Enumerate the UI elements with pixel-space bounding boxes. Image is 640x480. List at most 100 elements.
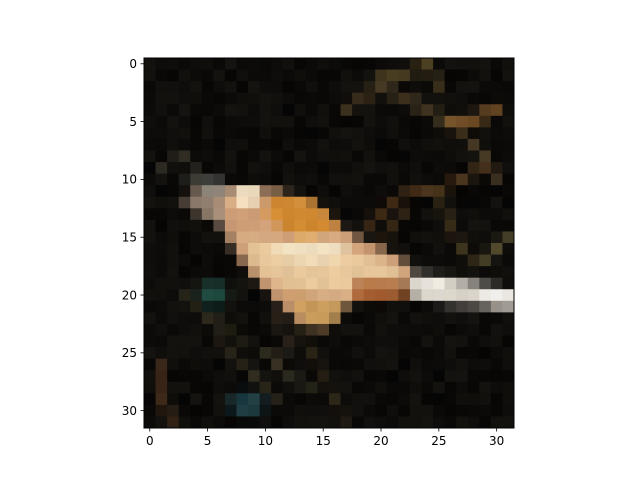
image-pixel (329, 104, 341, 117)
image-pixel (201, 323, 214, 336)
image-pixel (317, 416, 330, 428)
image-pixel (167, 150, 180, 163)
image-pixel (248, 335, 260, 348)
image-pixel (490, 347, 503, 359)
image-pixel (456, 358, 469, 371)
image-pixel (201, 173, 214, 186)
image-pixel (421, 92, 434, 105)
image-pixel (421, 115, 434, 128)
image-pixel (456, 150, 469, 163)
image-pixel (375, 381, 388, 394)
image-pixel (282, 243, 295, 255)
image-pixel (178, 381, 191, 394)
image-pixel (386, 81, 399, 94)
image-pixel (386, 173, 399, 186)
image-pixel (409, 416, 422, 428)
y-tick-label: 20 (122, 288, 137, 302)
image-pixel (421, 323, 434, 336)
image-pixel (444, 243, 457, 255)
image-pixel (248, 173, 260, 186)
image-pixel (329, 266, 341, 279)
image-pixel (456, 416, 469, 428)
image-pixel (294, 289, 307, 302)
image-pixel (444, 266, 457, 279)
image-pixel (433, 185, 445, 198)
image-pixel (363, 358, 376, 371)
image-pixel (144, 127, 156, 140)
image-pixel (409, 81, 422, 94)
image-pixel (294, 138, 307, 151)
image-pixel (317, 150, 330, 163)
image-pixel (386, 335, 399, 348)
image-pixel (456, 58, 469, 70)
image-pixel (178, 127, 191, 140)
image-pixel (305, 185, 318, 198)
image-pixel (352, 231, 365, 244)
image-pixel (409, 323, 422, 336)
image-pixel (490, 173, 503, 186)
image-pixel (444, 115, 457, 128)
x-tick-label: 10 (258, 434, 273, 448)
image-pixel (190, 335, 203, 348)
image-pixel (167, 266, 180, 279)
image-pixel (213, 138, 226, 151)
image-pixel (317, 323, 330, 336)
image-pixel (190, 219, 203, 232)
image-pixel (444, 81, 457, 94)
image-pixel (398, 358, 411, 371)
image-pixel (340, 312, 353, 325)
image-pixel (456, 243, 469, 255)
image-pixel (155, 81, 168, 94)
image-pixel (294, 393, 307, 406)
image-pixel (479, 277, 492, 290)
x-tick-label: 0 (146, 434, 154, 448)
image-pixel (352, 277, 365, 290)
image-pixel (201, 277, 214, 290)
image-pixel (421, 127, 434, 140)
image-pixel (409, 173, 422, 186)
image-pixel (294, 162, 307, 174)
image-pixel (271, 69, 284, 82)
image-pixel (224, 69, 237, 82)
image-pixel (386, 347, 399, 359)
image-pixel (155, 393, 168, 406)
image-pixel (502, 219, 514, 232)
image-pixel (294, 312, 307, 325)
image-pixel (329, 289, 341, 302)
image-pixel (444, 393, 457, 406)
image-pixel (213, 243, 226, 255)
image-pixel (398, 173, 411, 186)
image-pixel (467, 323, 480, 336)
image-pixel (305, 208, 318, 221)
image-pixel (271, 185, 284, 198)
image-pixel (248, 138, 260, 151)
image-pixel (236, 185, 249, 198)
image-pixel (421, 277, 434, 290)
image-pixel (456, 404, 469, 417)
image-pixel (282, 323, 295, 336)
image-pixel (224, 104, 237, 117)
image-pixel (213, 416, 226, 428)
image-pixel (467, 358, 480, 371)
image-pixel (352, 185, 365, 198)
image-pixel (144, 185, 156, 198)
image-pixel (271, 381, 284, 394)
image-pixel (479, 347, 492, 359)
image-pixel (248, 266, 260, 279)
image-pixel (340, 150, 353, 163)
image-pixel (259, 300, 272, 313)
image-pixel (398, 312, 411, 325)
image-pixel (305, 196, 318, 209)
image-pixel (375, 231, 388, 244)
image-pixel (317, 162, 330, 174)
image-pixel (386, 115, 399, 128)
image-pixel (190, 266, 203, 279)
image-pixel (398, 115, 411, 128)
image-pixel (259, 358, 272, 371)
image-pixel (178, 404, 191, 417)
image-pixel (490, 208, 503, 221)
image-pixel (456, 289, 469, 302)
image-pixel (444, 162, 457, 174)
image-pixel (155, 289, 168, 302)
